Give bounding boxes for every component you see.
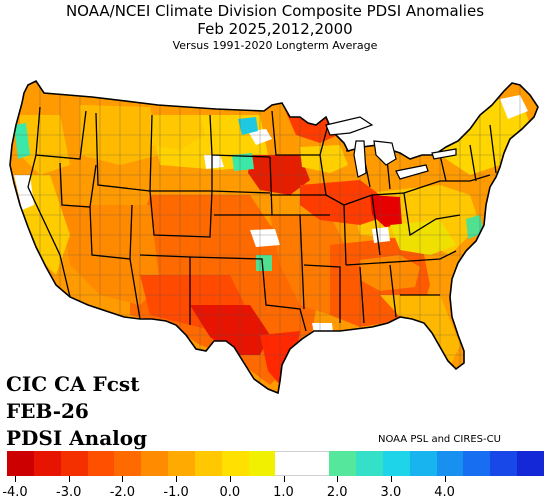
legend-swatch [87,451,115,476]
legend-swatch [490,451,518,476]
legend-tick-label: -4.0 [2,485,28,500]
lake-huron [373,140,397,166]
legend-tick-label: -3.0 [56,485,82,500]
legend-swatch [221,451,249,476]
legend-tick [390,476,392,482]
map-subtitle-baseline: Versus 1991-2020 Longterm Average [172,39,378,52]
north-dakota-wet [238,117,258,135]
legend-tick [15,476,16,482]
legend-tick [122,476,124,482]
legend-tick-label: 0.0 [219,485,241,500]
lake-ontario [431,148,457,160]
legend-tick-label: 2.0 [326,485,348,500]
legend-tick [337,476,339,482]
legend-swatch [329,451,356,476]
illinois-indiana-dry [300,180,390,225]
south-dakota-wet [232,153,254,171]
forecast-label-line1: CIC CA Fcst [6,372,140,396]
legend-tick [68,476,70,482]
legend-swatch [194,451,222,476]
data-credit: NOAA PSL and CIRES-CU [378,434,501,445]
legend-tick [176,476,178,482]
climate-division-lines [10,81,538,393]
legend-tick [229,476,231,482]
wyoming-normal [204,155,224,169]
legend-tick-label: 1.0 [273,485,294,500]
state-borders [27,106,497,332]
legend-swatch [141,451,169,476]
legend-tick-label: -1.0 [163,485,189,500]
legend-tick-label: 4.0 [434,485,455,500]
legend-swatch [409,451,437,476]
color-scale-ticks: -4.0 -3.0 -2.0 -1.0 0.0 1.0 2.0 3.0 4.0 [0,476,550,500]
virginia-slight-dry [390,220,456,255]
tennessee-dry [360,255,420,291]
lake-erie [395,164,429,180]
west-texas-extreme-dry [190,305,270,355]
kansas-normal [250,229,280,247]
legend-swatch [275,451,303,476]
map-title: NOAA/NCEI Climate Division Composite PDS… [65,2,485,20]
legend-swatch [7,451,34,476]
legend-swatch [436,451,464,476]
maine-normal [500,95,528,119]
pdsi-anomaly-map [9,80,539,394]
legend-swatch [60,451,88,476]
legend-tick-label: -2.0 [109,485,136,500]
legend-swatch [382,451,410,476]
legend-swatch [168,451,195,476]
legend-swatch [517,451,544,476]
forecast-label-line2: FEB-26 [6,399,89,423]
legend-tick [283,476,285,482]
legend-swatch [248,451,276,476]
legend-tick-label: 3.0 [380,485,402,500]
lake-michigan [353,140,367,178]
wisconsin-mild-dry [300,145,348,173]
west-washington-wet [14,123,30,159]
legend-swatch [355,451,383,476]
oklahoma-wet [256,255,272,271]
la-normal [312,323,334,343]
legend-tick [444,476,446,482]
map-subtitle-years: Feb 2025,2012,2000 [197,20,353,38]
legend-swatch [114,451,142,476]
color-scale-bar [7,451,544,476]
lake-superior [325,116,374,136]
forecast-label-line3: PDSI Analog [6,426,148,450]
montana-east-dry [150,115,205,150]
legend-swatch [33,451,61,476]
great-lakes [325,116,457,180]
ohio-extreme-dry [370,195,402,227]
pacific-northwest-dry [20,115,70,175]
legend-swatch [463,451,491,476]
legend-swatch [302,451,330,476]
